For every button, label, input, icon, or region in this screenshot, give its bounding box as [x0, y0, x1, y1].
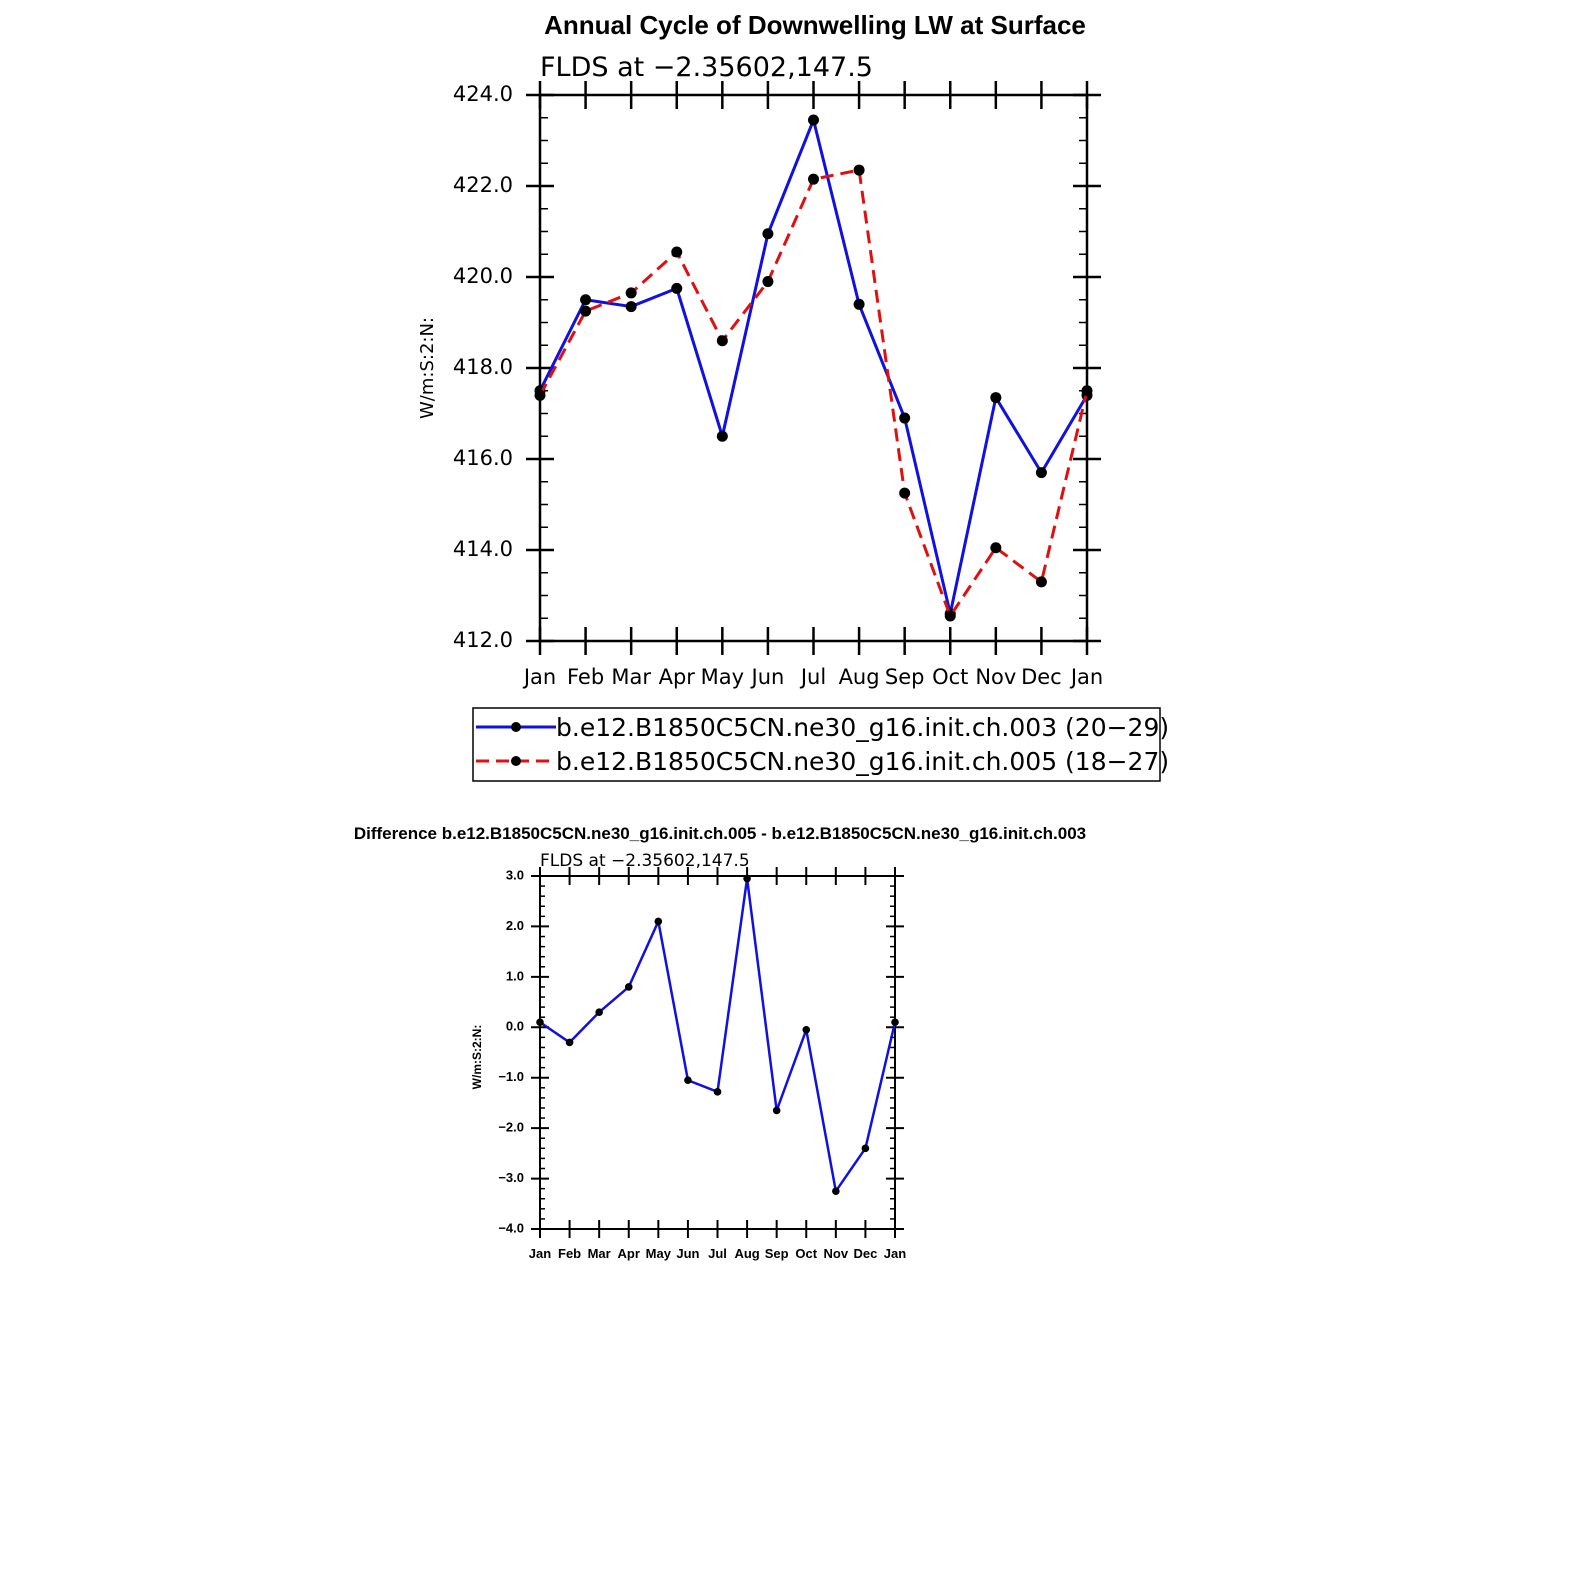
- y-tick-label: −1.0: [498, 1069, 524, 1084]
- difference-y-axis-label: W/m:S:2:N:: [470, 1025, 484, 1090]
- data-point-series-1: [565, 1038, 574, 1047]
- data-point-series-1: [802, 1026, 811, 1034]
- x-tick-label: Jan: [529, 1246, 551, 1261]
- data-point-series-2: [762, 276, 774, 288]
- series-line-1: [539, 877, 897, 1193]
- data-point-series-1: [899, 412, 911, 424]
- data-point-series-1: [654, 917, 663, 926]
- data-point-series-1: [595, 1008, 603, 1016]
- data-point-series-1: [625, 301, 637, 313]
- data-point-series-1: [772, 1106, 781, 1115]
- legend-marker-series-1: [511, 722, 521, 732]
- x-tick-label: Jul: [708, 1246, 727, 1261]
- x-tick-label: May: [701, 665, 744, 689]
- y-tick-label: 418.0: [453, 355, 513, 379]
- x-tick-label: Jan: [884, 1246, 906, 1261]
- data-point-series-1: [861, 1144, 870, 1153]
- chart-subtitle: FLDS at −2.35602,147.5: [540, 52, 873, 83]
- x-tick-label: Aug: [734, 1246, 759, 1261]
- y-tick-label: 424.0: [453, 82, 513, 106]
- difference-chart-subtitle: FLDS at −2.35602,147.5: [540, 851, 750, 871]
- y-tick-label: 416.0: [453, 446, 513, 470]
- y-tick-label: −2.0: [498, 1120, 524, 1135]
- data-point-series-2: [853, 164, 865, 176]
- x-tick-label: Mar: [588, 1246, 611, 1261]
- x-tick-label: Nov: [824, 1246, 849, 1261]
- y-tick-label: 412.0: [453, 628, 513, 652]
- main-plot-area: 412.0 414.0 416.0 418.0 420.0 422.0 424.0 Jan Fe…: [453, 81, 1103, 689]
- x-tick-label: Jan: [522, 665, 556, 689]
- data-point-series-1: [684, 1076, 692, 1085]
- data-point-series-1: [832, 1187, 840, 1195]
- data-point-series-2: [990, 542, 1002, 554]
- data-point-series-1: [1035, 467, 1047, 479]
- legend-box: [472, 707, 1161, 782]
- x-tick-label: Feb: [558, 1246, 581, 1261]
- data-point-series-2: [899, 487, 911, 499]
- data-point-series-1: [762, 228, 774, 240]
- legend: b.e12.B1850C5CN.ne30_g16.init.ch.003 (20…: [472, 707, 1169, 782]
- x-tick-label: Jan: [1069, 665, 1103, 689]
- data-point-series-2: [625, 287, 637, 299]
- data-point-series-2: [534, 389, 546, 401]
- y-tick-label: 0.0: [506, 1019, 524, 1034]
- x-tick-label: Oct: [795, 1246, 817, 1261]
- data-point-series-1: [716, 430, 728, 442]
- x-tick-label: May: [646, 1246, 672, 1261]
- data-point-series-1: [853, 298, 865, 310]
- data-point-series-2: [944, 610, 956, 622]
- y-tick-label: 414.0: [453, 537, 513, 561]
- data-point-series-2: [671, 246, 683, 258]
- plot-frame: [539, 875, 896, 1230]
- x-tick-label: Jun: [750, 665, 785, 689]
- data-point-series-1: [536, 1018, 544, 1027]
- difference-plot-area: −4.0 −3.0 −2.0 −1.0 0.0 1.0 2.0 3.0 Jan Feb Mar Apr…: [498, 867, 906, 1261]
- y-tick-label: 422.0: [453, 173, 513, 197]
- x-tick-label: Dec: [853, 1246, 877, 1261]
- data-point-series-1: [580, 294, 592, 306]
- x-tick-label: Apr: [618, 1246, 640, 1261]
- x-tick-label: Jul: [799, 665, 826, 689]
- data-point-series-2: [1035, 576, 1047, 588]
- legend-label-series-2: b.e12.B1850C5CN.ne30_g16.init.ch.005 (18…: [556, 747, 1169, 776]
- x-tick-label: Dec: [1021, 665, 1062, 689]
- x-tick-label: Nov: [975, 665, 1016, 689]
- data-point-series-1: [671, 282, 683, 294]
- data-point-series-2: [716, 335, 728, 347]
- data-point-series-1: [743, 874, 751, 883]
- legend-marker-series-2: [511, 756, 521, 766]
- x-tick-label: Sep: [885, 665, 925, 689]
- data-point-series-1: [624, 983, 633, 991]
- data-point-series-1: [891, 1018, 899, 1027]
- y-tick-label: 2.0: [506, 918, 524, 933]
- y-tick-label: −3.0: [498, 1170, 524, 1185]
- series-line-1: [538, 118, 1089, 616]
- data-point-series-1: [808, 114, 819, 126]
- data-point-series-2: [1081, 385, 1093, 397]
- data-point-series-2: [580, 305, 592, 317]
- x-tick-label: Apr: [659, 665, 696, 689]
- data-point-series-1: [990, 392, 1002, 404]
- y-tick-label: 420.0: [453, 264, 513, 288]
- data-point-series-1: [713, 1088, 722, 1096]
- x-tick-label: Mar: [611, 665, 651, 689]
- x-tick-label: Sep: [765, 1246, 789, 1261]
- data-point-series-2: [808, 173, 819, 185]
- chart-title: Annual Cycle of Downwelling LW at Surfac…: [544, 10, 1086, 40]
- difference-chart-title: Difference b.e12.B1850C5CN.ne30_g16.init…: [354, 824, 1086, 843]
- series-line-2: [538, 168, 1089, 618]
- x-tick-label: Oct: [932, 665, 968, 689]
- y-tick-label: 3.0: [506, 867, 524, 882]
- y-axis-label: W/m:S:2:N:: [417, 317, 438, 419]
- x-tick-label: Aug: [839, 665, 880, 689]
- y-tick-label: 1.0: [506, 968, 524, 983]
- y-tick-label: −4.0: [498, 1220, 524, 1235]
- x-tick-label: Feb: [567, 665, 604, 689]
- x-tick-label: Jun: [676, 1246, 699, 1261]
- legend-label-series-1: b.e12.B1850C5CN.ne30_g16.init.ch.003 (20…: [556, 713, 1169, 742]
